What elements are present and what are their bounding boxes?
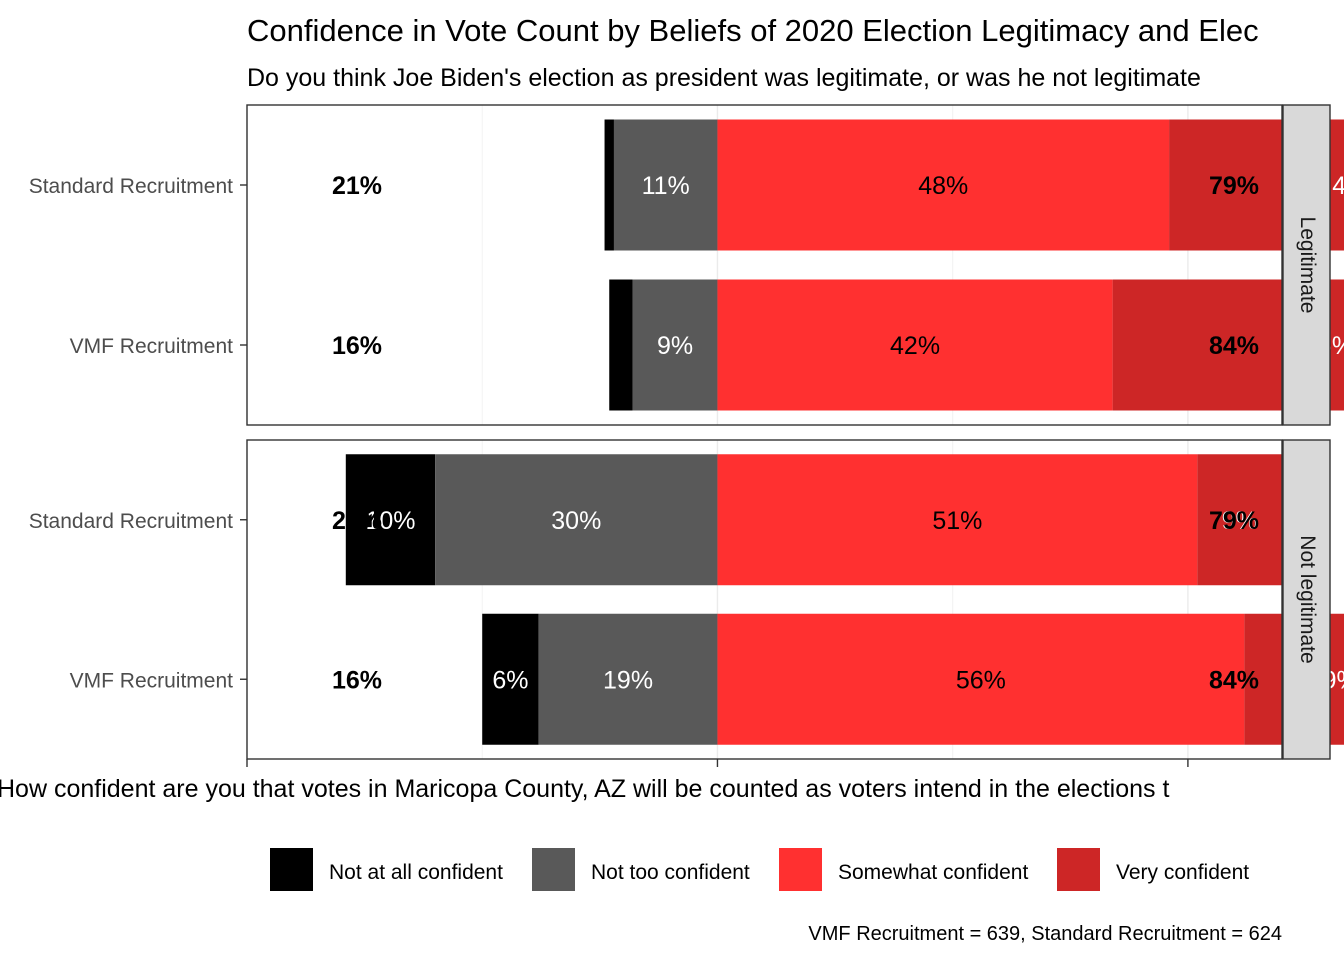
segment-label: 51% bbox=[932, 507, 982, 535]
bar-segment bbox=[609, 279, 633, 411]
bar-segment bbox=[435, 454, 718, 586]
left-total-label: 21% bbox=[332, 507, 382, 535]
panel-1: Standard Recruitment 11% 48% 40% 21% 79% VMF R… bbox=[29, 104, 1344, 426]
y-axis-label: VMF Recruitment bbox=[70, 669, 234, 692]
chart-subtitle: Do you think Joe Biden's election as pre… bbox=[247, 64, 1201, 92]
right-total-label: 84% bbox=[1209, 666, 1259, 694]
legend-label: Somewhat confident bbox=[838, 861, 1028, 884]
segment-label: 10% bbox=[365, 507, 415, 535]
legend-key bbox=[270, 848, 313, 891]
facet-strip-label: Not legitimate bbox=[1296, 535, 1319, 663]
bar-segment bbox=[538, 613, 718, 745]
legend-item: Not too confident bbox=[532, 848, 750, 891]
legend-key bbox=[532, 848, 575, 891]
x-axis bbox=[246, 759, 1189, 767]
y-axis-label: VMF Recruitment bbox=[70, 335, 234, 358]
bar-segment bbox=[613, 119, 718, 251]
bar-segment bbox=[632, 279, 718, 411]
right-total-label: 84% bbox=[1209, 332, 1259, 360]
bar-segment bbox=[1197, 454, 1282, 586]
panel-2: Standard Recruitment 10% 30% 51% 9% 21% 79% VMF… bbox=[29, 439, 1344, 760]
segment-label: 56% bbox=[956, 666, 1006, 694]
chart-caption: VMF Recruitment = 639, Standard Recruitm… bbox=[808, 923, 1282, 945]
bar-segment bbox=[717, 279, 1113, 411]
left-total-label: 16% bbox=[332, 332, 382, 360]
panel-border bbox=[246, 439, 1283, 760]
facet-strip-label: Legitimate bbox=[1296, 217, 1319, 314]
legend-item: Very confident bbox=[1057, 848, 1249, 891]
legend-item: Somewhat confident bbox=[779, 848, 1028, 891]
legend-label: Very confident bbox=[1116, 861, 1249, 884]
right-total-label: 79% bbox=[1209, 507, 1259, 535]
segment-label: 19% bbox=[603, 666, 653, 694]
legend-label: Not at all confident bbox=[329, 861, 503, 884]
left-total-label: 16% bbox=[332, 666, 382, 694]
chart-title: Confidence in Vote Count by Beliefs of 2… bbox=[247, 13, 1259, 48]
panel-border bbox=[246, 104, 1283, 426]
bar-segment bbox=[717, 119, 1170, 251]
bar-segment bbox=[717, 613, 1245, 745]
legend-item: Not at all confident bbox=[270, 848, 503, 891]
segment-label: 30% bbox=[551, 507, 601, 535]
bar-segment bbox=[482, 613, 539, 745]
bar-segment bbox=[604, 119, 614, 251]
segment-label: 42% bbox=[890, 332, 940, 360]
y-axis-label: Standard Recruitment bbox=[29, 175, 233, 198]
segment-label: 9% bbox=[657, 332, 693, 360]
segment-label: 9% bbox=[1222, 507, 1258, 535]
bar-segment bbox=[717, 454, 1198, 586]
bar-segment bbox=[345, 454, 436, 586]
right-total-label: 79% bbox=[1209, 172, 1259, 200]
chart-panels: Standard Recruitment 11% 48% 40% 21% 79% VMF R… bbox=[29, 104, 1344, 760]
legend-key bbox=[779, 848, 822, 891]
segment-label: 11% bbox=[642, 172, 690, 200]
legend: Not at all confident Not too confident Som… bbox=[270, 848, 1249, 891]
legend-key bbox=[1057, 848, 1100, 891]
segment-label: 6% bbox=[492, 666, 528, 694]
segment-label: 48% bbox=[918, 172, 968, 200]
x-axis-label: How confident are you that votes in Mari… bbox=[0, 775, 1169, 803]
legend-label: Not too confident bbox=[591, 861, 750, 884]
segment-label: 40% bbox=[1332, 172, 1344, 200]
facet-strip bbox=[1282, 439, 1331, 760]
y-axis-label: Standard Recruitment bbox=[29, 510, 233, 533]
facet-strip bbox=[1282, 104, 1331, 426]
left-total-label: 21% bbox=[332, 172, 382, 200]
